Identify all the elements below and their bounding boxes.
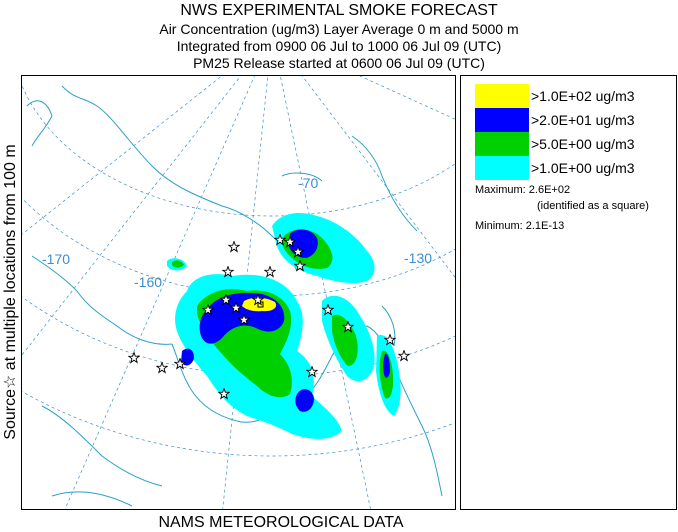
legend-item-20: >2.0E+01 ug/m3 (475, 108, 675, 132)
maximum-note: (identified as a square) (537, 200, 649, 212)
legend-swatch-blue (475, 108, 529, 132)
legend-panel: >1.0E+02 ug/m3 >2.0E+01 ug/m3 >5.0E+00 u… (460, 75, 677, 510)
maximum-value: Maximum: 2.6E+02 (475, 184, 571, 196)
longitude-label-130: -130 (404, 250, 433, 266)
legend-label: >5.0E+00 ug/m3 (531, 136, 635, 152)
legend-label: >1.0E+02 ug/m3 (531, 88, 635, 104)
legend-swatch-green (475, 132, 529, 156)
map-canvas (22, 76, 455, 509)
coastlines (26, 85, 443, 507)
legend-swatch-cyan (475, 156, 529, 180)
legend-item-5: >5.0E+00 ug/m3 (475, 132, 675, 156)
legend-item-100: >1.0E+02 ug/m3 (475, 84, 675, 108)
legend-item-1: >1.0E+00 ug/m3 (475, 156, 675, 180)
source-locations-label: Source☆ at multiple locations from 100 m (2, 144, 19, 440)
legend-swatch-yellow (475, 84, 529, 108)
longitude-label-170: -170 (42, 251, 71, 267)
smoke-plumes (167, 213, 401, 439)
legend-label: >1.0E+00 ug/m3 (531, 160, 635, 176)
latitude-label-70: -70 (298, 175, 319, 191)
meteorological-data-label: NAMS METEOROLOGICAL DATA (158, 514, 404, 531)
concentration-subtitle: Air Concentration (ug/m3) Layer Average … (159, 21, 519, 37)
integration-period: Integrated from 0900 06 Jul to 1000 06 J… (176, 38, 502, 54)
forecast-title: NWS EXPERIMENTAL SMOKE FORECAST (180, 2, 498, 19)
release-start: PM25 Release started at 0600 06 Jul 09 (… (193, 55, 485, 71)
smoke-map: -170 -160 -70 -130 (21, 75, 456, 510)
longitude-label-160: -160 (134, 274, 163, 290)
minimum-value: Minimum: 2.1E-13 (475, 220, 565, 232)
legend-label: >2.0E+01 ug/m3 (531, 112, 635, 128)
